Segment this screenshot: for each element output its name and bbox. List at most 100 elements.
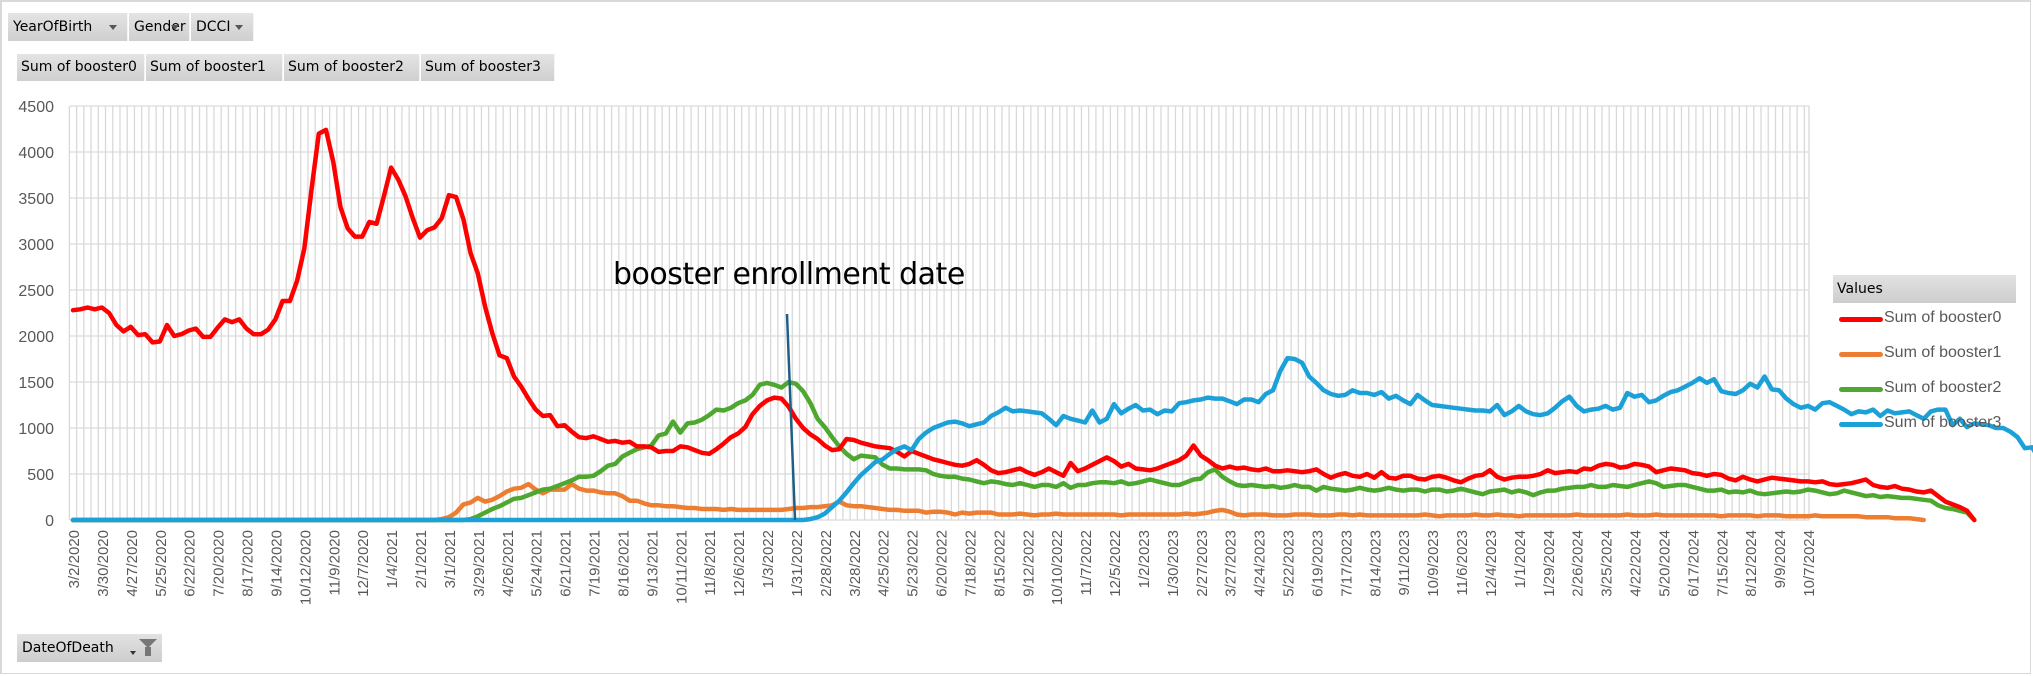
x-tick-label: 7/20/2020 bbox=[211, 530, 228, 597]
filter-button-yearofbirth[interactable]: YearOfBirth bbox=[8, 13, 128, 41]
x-tick-label: 5/24/2021 bbox=[529, 530, 546, 597]
x-tick-label: 5/20/2024 bbox=[1656, 530, 1673, 597]
legend-label: Sum of booster2 bbox=[1884, 379, 2002, 396]
filter-funnel-icon[interactable] bbox=[139, 639, 157, 648]
dropdown-arrow-icon bbox=[235, 25, 243, 30]
x-tick-label: 4/25/2022 bbox=[876, 530, 893, 597]
x-tick-label: 10/10/2022 bbox=[1049, 530, 1066, 605]
x-tick-label: 6/19/2023 bbox=[1309, 530, 1326, 597]
y-tick-label: 1500 bbox=[18, 375, 54, 392]
legend-title[interactable]: Values bbox=[1833, 275, 2016, 303]
legend-item-booster1: Sum of booster1 bbox=[1833, 338, 2016, 373]
series-line-sum-of-booster3 bbox=[70, 355, 2033, 523]
dropdown-arrow-icon bbox=[171, 25, 179, 30]
x-tick-label: 4/27/2020 bbox=[124, 530, 141, 597]
x-tick-label: 7/18/2022 bbox=[962, 530, 979, 597]
x-tick-label: 4/24/2023 bbox=[1252, 530, 1269, 597]
legend-label: Sum of booster1 bbox=[1884, 344, 2002, 361]
x-tick-label: 1/3/2022 bbox=[760, 530, 777, 588]
x-tick-label: 3/2/2020 bbox=[66, 530, 83, 588]
y-tick-label: 500 bbox=[27, 467, 54, 484]
x-tick-label: 2/26/2024 bbox=[1570, 530, 1587, 597]
x-tick-label: 2/28/2022 bbox=[818, 530, 835, 597]
filter-button-dcci[interactable]: DCCI bbox=[191, 13, 254, 41]
gridlines bbox=[68, 105, 1810, 521]
filter-funnel-icon-stem bbox=[145, 647, 151, 656]
x-tick-label: 8/17/2020 bbox=[240, 530, 257, 597]
x-tick-label: 10/12/2020 bbox=[297, 530, 314, 605]
filter-button-gender[interactable]: Gender bbox=[129, 13, 190, 41]
legend-label: Sum of booster0 bbox=[1884, 309, 2002, 326]
legend-swatch bbox=[1839, 387, 1883, 392]
x-tick-label: 1/31/2022 bbox=[789, 530, 806, 597]
y-tick-label: 4000 bbox=[18, 145, 54, 162]
legend-swatch bbox=[1839, 352, 1883, 357]
enrollment-date-marker-line bbox=[785, 313, 797, 521]
filter-label: DCCI bbox=[196, 19, 231, 35]
legend-swatch bbox=[1839, 422, 1883, 427]
series-line-sum-of-booster0 bbox=[70, 127, 1977, 523]
x-tick-label: 1/4/2021 bbox=[384, 530, 401, 588]
x-tick-label: 3/27/2023 bbox=[1223, 530, 1240, 597]
x-tick-label: 6/21/2021 bbox=[558, 530, 575, 597]
x-tick-label: 10/9/2023 bbox=[1425, 530, 1442, 597]
x-tick-label: 1/30/2023 bbox=[1165, 530, 1182, 597]
dropdown-arrow-icon bbox=[109, 25, 117, 30]
x-tick-label: 6/20/2022 bbox=[934, 530, 951, 597]
x-tick-label: 1/29/2024 bbox=[1541, 530, 1558, 597]
x-tick-label: 7/19/2021 bbox=[587, 530, 604, 597]
legend-item-booster2: Sum of booster2 bbox=[1833, 373, 2016, 408]
x-tick-label: 3/29/2021 bbox=[471, 530, 488, 597]
x-tick-label: 11/6/2023 bbox=[1454, 530, 1471, 596]
x-tick-label: 5/25/2020 bbox=[153, 530, 170, 597]
x-tick-label: 1/1/2024 bbox=[1512, 530, 1529, 588]
x-tick-label: 8/14/2023 bbox=[1367, 530, 1384, 597]
y-tick-label: 3000 bbox=[18, 237, 54, 254]
y-tick-label: 2500 bbox=[18, 283, 54, 300]
legend: Values Sum of booster0 Sum of booster1 S… bbox=[1833, 275, 2016, 443]
dropdown-arrow-icon[interactable] bbox=[130, 651, 136, 655]
axis-field-label: DateOfDeath bbox=[22, 640, 114, 656]
series-line-sum-of-booster1 bbox=[70, 481, 1926, 523]
x-tick-label: 12/5/2022 bbox=[1107, 530, 1124, 597]
x-tick-label: 10/7/2024 bbox=[1801, 530, 1818, 597]
annotation-text: booster enrollment date bbox=[613, 257, 965, 292]
value-field-booster0[interactable]: Sum of booster0 bbox=[17, 54, 145, 81]
x-tick-label: 9/11/2023 bbox=[1396, 530, 1413, 596]
filter-label: YearOfBirth bbox=[13, 19, 93, 35]
legend-item-booster0: Sum of booster0 bbox=[1833, 303, 2016, 338]
value-field-booster3[interactable]: Sum of booster3 bbox=[421, 54, 555, 81]
x-tick-label: 5/22/2023 bbox=[1281, 530, 1298, 597]
x-tick-label: 3/28/2022 bbox=[847, 530, 864, 597]
x-tick-label: 12/7/2020 bbox=[355, 530, 372, 597]
x-tick-label: 8/12/2024 bbox=[1743, 530, 1760, 597]
x-tick-label: 12/4/2023 bbox=[1483, 530, 1500, 597]
x-tick-label: 6/17/2024 bbox=[1685, 530, 1702, 597]
x-tick-label: 9/12/2022 bbox=[1020, 530, 1037, 597]
x-tick-label: 9/9/2024 bbox=[1772, 530, 1789, 588]
x-tick-label: 11/7/2022 bbox=[1078, 530, 1095, 596]
axis-field-dateofdeath[interactable]: DateOfDeath bbox=[17, 634, 162, 662]
x-tick-label: 11/9/2020 bbox=[326, 530, 343, 596]
series-lines bbox=[70, 127, 2033, 523]
y-tick-label: 1000 bbox=[18, 421, 54, 438]
x-tick-label: 2/27/2023 bbox=[1194, 530, 1211, 597]
y-tick-label: 2000 bbox=[18, 329, 54, 346]
x-tick-label: 3/25/2024 bbox=[1599, 530, 1616, 597]
x-tick-label: 9/13/2021 bbox=[644, 530, 661, 597]
x-tick-label: 2/1/2021 bbox=[413, 530, 430, 588]
x-tick-label: 12/6/2021 bbox=[731, 530, 748, 597]
x-tick-label: 9/14/2020 bbox=[268, 530, 285, 597]
x-tick-label: 5/23/2022 bbox=[905, 530, 922, 597]
y-tick-label: 0 bbox=[45, 513, 54, 530]
x-tick-label: 4/26/2021 bbox=[500, 530, 517, 597]
legend-label: Sum of booster3 bbox=[1884, 414, 2002, 431]
x-tick-label: 10/11/2021 bbox=[673, 530, 690, 604]
x-tick-label: 7/17/2023 bbox=[1338, 530, 1355, 597]
x-axis-ticks: 3/2/2020 3/30/2020 4/27/2020 5/25/2020 6/22/… bbox=[66, 530, 1818, 605]
x-tick-label: 8/15/2022 bbox=[991, 530, 1008, 597]
value-field-booster1[interactable]: Sum of booster1 bbox=[146, 54, 283, 81]
value-field-booster2[interactable]: Sum of booster2 bbox=[284, 54, 420, 81]
